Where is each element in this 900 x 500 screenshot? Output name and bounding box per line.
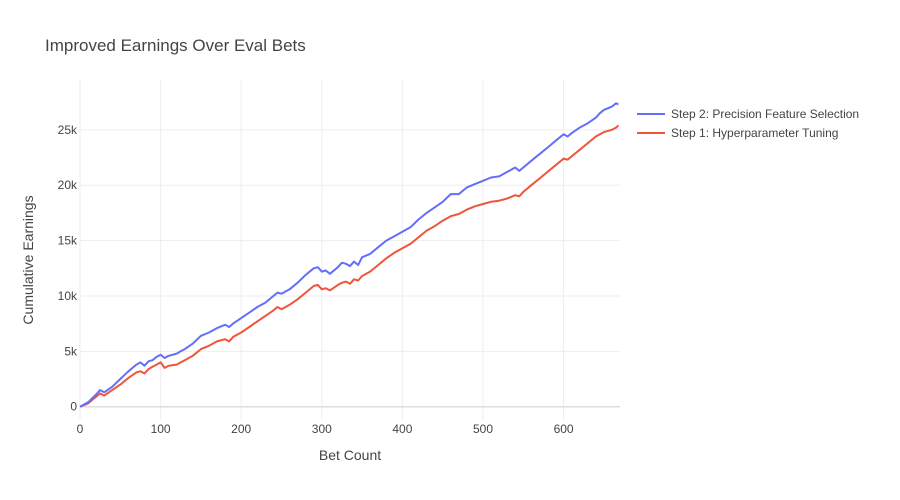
y-axis-title: Cumulative Earnings	[20, 195, 36, 324]
legend-label: Step 2: Precision Feature Selection	[671, 107, 859, 121]
grid	[79, 80, 620, 420]
legend[interactable]: Step 2: Precision Feature Selection Step …	[637, 107, 859, 140]
x-tick-label: 400	[392, 422, 412, 436]
y-tick-label: 5k	[64, 344, 78, 358]
x-tick-label: 300	[312, 422, 332, 436]
x-tick-label: 200	[231, 422, 251, 436]
y-axis-ticks: 0 5k 10k 15k 20k 25k	[58, 123, 78, 414]
series-line-2	[79, 124, 620, 408]
y-tick-label: 15k	[58, 234, 78, 248]
x-tick-label: 500	[473, 422, 493, 436]
x-axis-title: Bet Count	[319, 447, 381, 463]
chart-title: Improved Earnings Over Eval Bets	[45, 36, 306, 55]
series-line-1	[79, 102, 619, 408]
legend-item-1[interactable]: Step 2: Precision Feature Selection	[637, 107, 859, 121]
y-tick-label: 25k	[58, 123, 78, 137]
x-axis-ticks: 0 100 200 300 400 500 600	[77, 422, 574, 436]
x-tick-label: 0	[77, 422, 84, 436]
legend-item-2[interactable]: Step 1: Hyperparameter Tuning	[637, 126, 838, 140]
y-tick-label: 0	[70, 400, 77, 414]
y-tick-label: 10k	[58, 289, 78, 303]
series-layer	[79, 102, 620, 408]
x-tick-label: 600	[554, 422, 574, 436]
x-tick-label: 100	[151, 422, 171, 436]
y-tick-label: 20k	[58, 178, 78, 192]
legend-label: Step 1: Hyperparameter Tuning	[671, 126, 838, 140]
